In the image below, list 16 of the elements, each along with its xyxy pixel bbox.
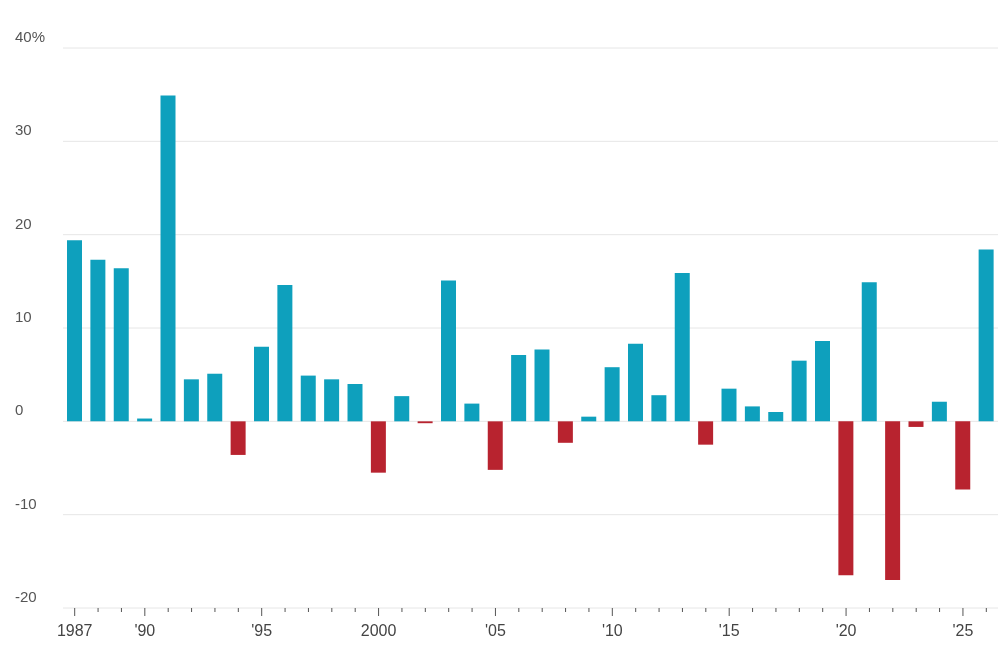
y-tick-label: -10	[15, 494, 37, 512]
y-tick-label: 10	[15, 308, 32, 325]
x-tick-label: '25	[952, 622, 974, 639]
y-tick-label: 0	[15, 401, 24, 419]
x-tick-label: '10	[601, 622, 623, 639]
x-tick-label: '95	[251, 622, 273, 639]
x-tick-label: 1987	[56, 622, 93, 639]
y-tick-label: 20	[15, 214, 32, 232]
y-tick-label: 40%	[15, 28, 46, 45]
x-tick-label: '15	[718, 622, 740, 639]
x-tick-label: '90	[134, 622, 156, 639]
x-tick-label: '05	[485, 622, 506, 639]
y-tick-label: 30	[15, 121, 32, 139]
x-tick-label: '20	[835, 622, 857, 639]
y-tick-label: -20	[15, 588, 37, 605]
x-tick-label: 2000	[360, 622, 397, 639]
